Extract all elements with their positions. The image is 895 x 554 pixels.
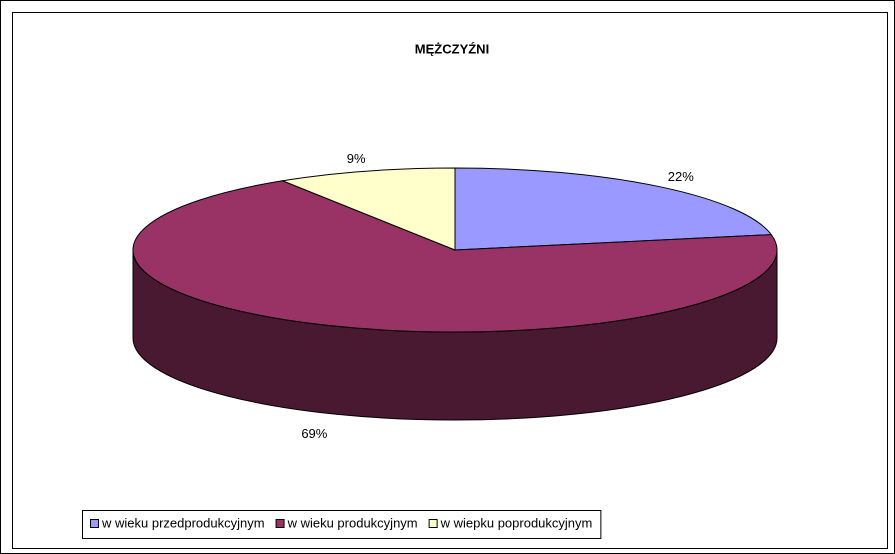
legend-label: w wiepku poprodukcyjnym bbox=[440, 515, 593, 530]
pie-slice bbox=[454, 167, 773, 251]
legend-label: w wieku przedprodukcyjnym bbox=[101, 515, 265, 530]
legend-swatch bbox=[90, 519, 99, 528]
data-label: 22% bbox=[668, 169, 694, 184]
legend-swatch bbox=[428, 519, 438, 528]
pie-slice bbox=[132, 180, 778, 333]
legend: w wieku przedprodukcyjnym w wieku produkc… bbox=[82, 510, 602, 539]
legend-label: w wieku produkcyjnym bbox=[287, 515, 418, 530]
chart-title: MĘŻCZYŹNI bbox=[415, 41, 489, 56]
legend-box bbox=[82, 510, 602, 539]
pie: 22% 69% 9% bbox=[132, 151, 778, 441]
data-label: 9% bbox=[347, 151, 366, 166]
pie-slice bbox=[280, 167, 456, 251]
legend-swatch bbox=[275, 519, 285, 528]
data-label: 69% bbox=[301, 426, 327, 441]
